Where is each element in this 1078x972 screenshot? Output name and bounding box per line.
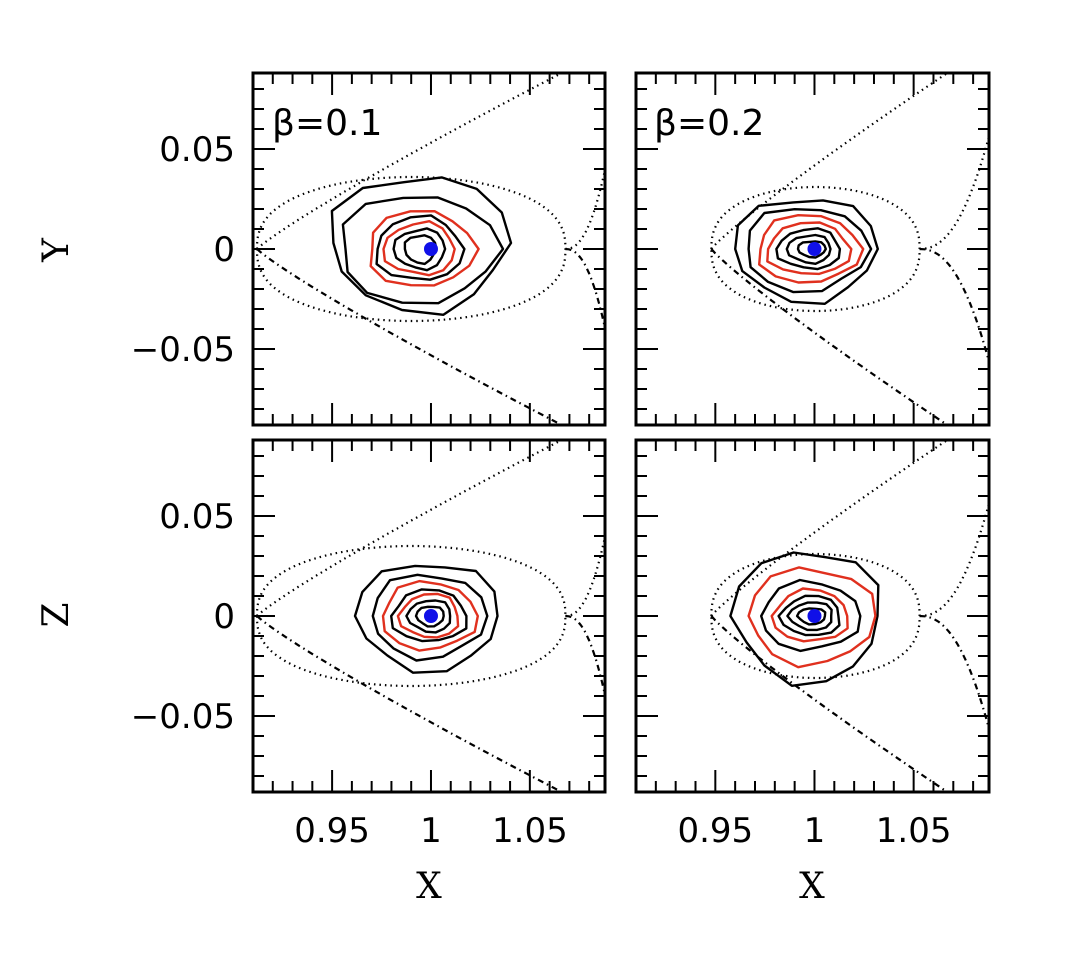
- separatrix-outer-upper: [919, 132, 989, 251]
- ylabel-y: Y: [36, 237, 77, 263]
- separatrix-left-lower: [710, 248, 950, 425]
- panel-plot-area: [255, 73, 605, 425]
- separatrix-left-upper: [256, 440, 565, 617]
- panel-label-beta-0.1: β=0.1: [272, 103, 382, 144]
- center-marker: [807, 242, 822, 256]
- y-tick-label: −0.05: [131, 697, 235, 737]
- separatrix-outer-upper: [919, 499, 989, 618]
- ylabel-z: Z: [36, 602, 77, 627]
- separatrix-left-lower: [256, 615, 565, 792]
- x-tick-label: 1: [804, 811, 826, 851]
- x-tick-label: 1.05: [876, 811, 952, 851]
- x-tick-label: 0.95: [294, 811, 370, 851]
- separatrix-left-upper: [710, 73, 950, 250]
- separatrix-left-lower: [710, 615, 950, 792]
- contour-red-4: [396, 592, 460, 639]
- separatrix-left-upper: [710, 440, 950, 617]
- y-tick-label: 0: [213, 230, 235, 270]
- contour-black-5: [785, 233, 832, 265]
- contour-red-3: [770, 587, 849, 643]
- panel-label-beta-0.2: β=0.2: [654, 103, 764, 144]
- contour-black-5: [392, 227, 447, 272]
- y-tick-label: 0.05: [159, 130, 235, 170]
- x-tick-label: 1: [420, 811, 442, 851]
- panel-bottom-right: 0.95 1 1.05: [634, 438, 991, 851]
- contour-red-2: [758, 214, 865, 284]
- x-tick-label: 1.05: [492, 811, 568, 851]
- contour-red-2: [381, 579, 479, 652]
- panel-top-left: −0.05 0 0.05: [131, 71, 607, 427]
- xlabel-right: X: [799, 866, 825, 907]
- contour-black-0: [729, 551, 880, 687]
- xlabel-left: X: [416, 866, 442, 907]
- panel-plot-area: [255, 440, 605, 792]
- contour-black-1: [341, 196, 505, 305]
- panel-bottom-left: −0.05 0 0.05 0.95 1 1.05: [131, 438, 607, 851]
- contour-black-3: [390, 588, 468, 643]
- panel-plot-area: [710, 440, 989, 792]
- contour-black-5: [405, 599, 452, 634]
- contour-black-1: [747, 208, 873, 294]
- contour-black-0: [734, 199, 879, 305]
- contour-red-2: [369, 210, 480, 287]
- contour-black-6: [795, 607, 827, 626]
- panels-layer: −0.05 0 0.05 −0.05 0 0.05 0.95 1 1.05 0.95 1 1.05: [131, 71, 991, 851]
- contour-black-6: [796, 240, 827, 259]
- contour-black-4: [777, 594, 841, 637]
- labels-layer: Y Z X X β=0.1 β=0.2: [36, 103, 825, 907]
- separatrix-outer-lower: [565, 614, 605, 701]
- center-marker: [423, 242, 438, 256]
- contour-black-3: [375, 214, 466, 281]
- contour-black-0: [330, 176, 513, 316]
- separatrix-left-lower: [256, 248, 565, 425]
- y-tick-label: −0.05: [131, 330, 235, 370]
- contour-black-1: [371, 573, 489, 662]
- contour-black-0: [353, 564, 499, 674]
- contour-red-1: [747, 566, 877, 669]
- center-marker: [807, 609, 822, 623]
- x-tick-label: 0.95: [677, 811, 753, 851]
- y-tick-label: 0: [213, 597, 235, 637]
- contour-black-6: [414, 605, 445, 628]
- contour-red-3: [766, 221, 853, 276]
- panel-top-right: [634, 71, 991, 427]
- panel-plot-area: [710, 73, 989, 425]
- separatrix-left-upper: [256, 73, 565, 250]
- contour-black-4: [775, 227, 842, 271]
- y-tick-label: 0.05: [159, 497, 235, 537]
- separatrix-outer-lower: [565, 247, 605, 334]
- contour-black-2: [760, 578, 862, 653]
- contour-black-5: [786, 601, 833, 632]
- center-marker: [423, 609, 438, 623]
- contour-black-6: [403, 234, 438, 266]
- contour-red-4: [382, 220, 456, 277]
